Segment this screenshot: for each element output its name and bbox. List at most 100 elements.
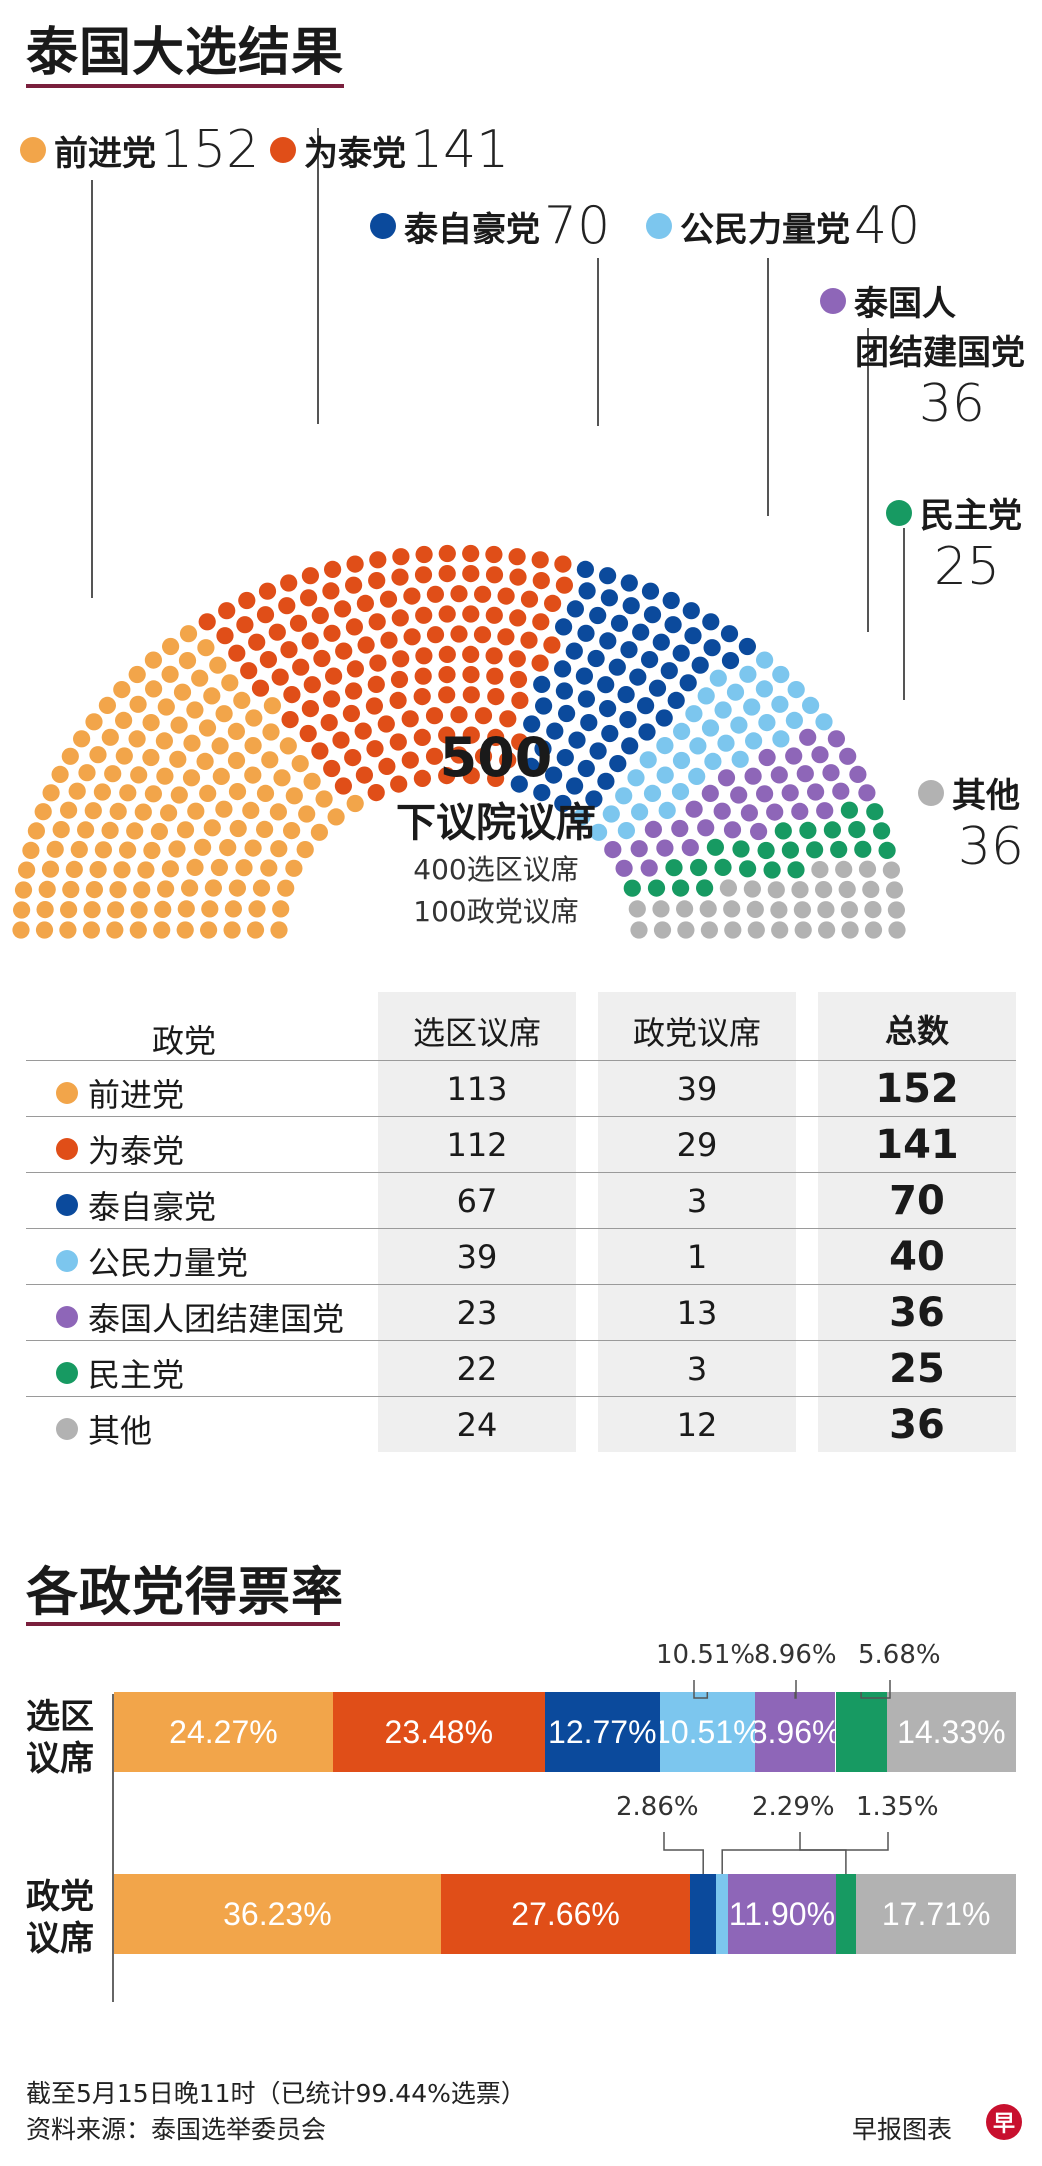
seat-dot bbox=[474, 585, 492, 603]
table-col-bg-list bbox=[598, 992, 796, 1452]
seat-dot bbox=[816, 802, 834, 820]
seat-dot bbox=[368, 572, 386, 590]
seat-dot bbox=[224, 900, 242, 918]
seat-dot bbox=[509, 609, 527, 627]
seat-dot bbox=[269, 803, 287, 821]
seat-dot bbox=[840, 901, 859, 919]
seat-dot bbox=[641, 582, 660, 600]
seat-dot bbox=[656, 766, 674, 784]
seat-dot bbox=[256, 606, 275, 624]
seat-dot bbox=[462, 726, 480, 744]
seat-dot bbox=[485, 606, 503, 624]
seat-dot bbox=[739, 665, 757, 683]
table-cell-district: 22 bbox=[456, 1350, 498, 1388]
seat-dot bbox=[199, 784, 217, 803]
seat-dot bbox=[413, 688, 431, 706]
seat-dot bbox=[523, 715, 541, 733]
seat-dot bbox=[104, 765, 122, 783]
seat-dot bbox=[510, 775, 528, 793]
seat-dot bbox=[438, 605, 456, 623]
bar-segment: 12.77% bbox=[544, 1692, 660, 1772]
seat-dot bbox=[639, 751, 657, 769]
seat-dot bbox=[41, 860, 60, 878]
seat-dot bbox=[815, 713, 833, 731]
seat-dot bbox=[691, 656, 709, 674]
seat-dot bbox=[462, 767, 480, 785]
seat-dot bbox=[589, 606, 607, 625]
vote-share-title: 各政党得票率 bbox=[26, 1563, 345, 1623]
seat-dot bbox=[128, 730, 146, 748]
seat-dot bbox=[334, 600, 352, 618]
seat-dot bbox=[721, 652, 740, 670]
seat-dot bbox=[723, 900, 741, 918]
seat-dot bbox=[807, 783, 825, 801]
table-cell-list: 3 bbox=[686, 1350, 708, 1388]
seat-dot bbox=[615, 859, 633, 877]
callout-label: 8.96% bbox=[754, 1640, 837, 1670]
seat-dot bbox=[357, 636, 375, 654]
seat-dot bbox=[791, 802, 809, 821]
seat-dot bbox=[487, 728, 505, 747]
seat-dot bbox=[52, 821, 70, 839]
seat-dot bbox=[864, 921, 883, 939]
seat-dot bbox=[731, 750, 749, 768]
seat-dot bbox=[345, 576, 363, 594]
seat-dot bbox=[438, 565, 456, 583]
legend-name-p5-line2: 团结建国党 bbox=[855, 333, 1025, 373]
seat-dot bbox=[137, 861, 155, 879]
seat-dot bbox=[332, 731, 350, 749]
seat-dot bbox=[508, 650, 526, 668]
seat-dot bbox=[128, 665, 146, 684]
legend-dot-p5 bbox=[820, 287, 846, 314]
seat-dot bbox=[848, 821, 866, 839]
bar-segment: 17.71% bbox=[856, 1874, 1016, 1954]
seat-dot bbox=[643, 784, 662, 803]
seat-dot bbox=[85, 713, 103, 731]
seat-dot bbox=[546, 722, 564, 740]
party-name: 其他 bbox=[88, 1412, 153, 1450]
seat-dot bbox=[873, 822, 891, 840]
footer-source: 资料来源：泰国选举委员会 bbox=[26, 2115, 327, 2144]
callout-label: 2.29% bbox=[752, 1792, 835, 1822]
seat-dot bbox=[771, 695, 789, 713]
seat-dot bbox=[688, 767, 706, 786]
seat-dot bbox=[223, 921, 241, 939]
seat-dot bbox=[462, 686, 480, 704]
seat-dot bbox=[368, 613, 386, 631]
seat-dot bbox=[719, 879, 738, 897]
seat-dot bbox=[585, 790, 603, 808]
seat-dot bbox=[806, 841, 824, 859]
seat-dot bbox=[787, 681, 805, 699]
table-header-total: 总数 bbox=[884, 1012, 949, 1050]
seat-dot bbox=[653, 921, 672, 939]
seat-dot bbox=[699, 900, 717, 918]
seat-dot bbox=[617, 822, 636, 840]
seat-dot bbox=[177, 900, 195, 918]
seat-dot bbox=[256, 784, 275, 803]
seat-dot bbox=[327, 808, 345, 826]
party-name: 泰国人团结建国党 bbox=[88, 1300, 345, 1338]
seat-dot bbox=[60, 801, 78, 819]
seat-dot bbox=[186, 858, 204, 877]
seat-dot bbox=[667, 691, 685, 710]
seat-dot bbox=[143, 841, 161, 860]
seat-dot bbox=[617, 686, 635, 704]
seat-dot bbox=[840, 801, 859, 819]
seat-dot bbox=[229, 819, 247, 838]
seat-dot bbox=[473, 626, 492, 644]
seat-dot bbox=[450, 706, 468, 724]
table-row-divider bbox=[26, 1060, 1016, 1061]
seat-dot bbox=[758, 714, 776, 732]
seat-dot bbox=[218, 602, 236, 620]
seat-dot bbox=[22, 841, 40, 860]
seat-dot bbox=[589, 742, 607, 760]
seat-dot bbox=[311, 742, 329, 760]
seat-dot bbox=[14, 881, 33, 899]
party-name: 前进党 bbox=[88, 1076, 185, 1114]
seat-dot bbox=[730, 786, 748, 804]
seat-dot bbox=[236, 616, 254, 634]
seat-dot bbox=[438, 726, 456, 744]
seat-dot bbox=[566, 777, 584, 795]
seat-dot bbox=[620, 574, 638, 592]
seat-dot bbox=[415, 545, 433, 564]
